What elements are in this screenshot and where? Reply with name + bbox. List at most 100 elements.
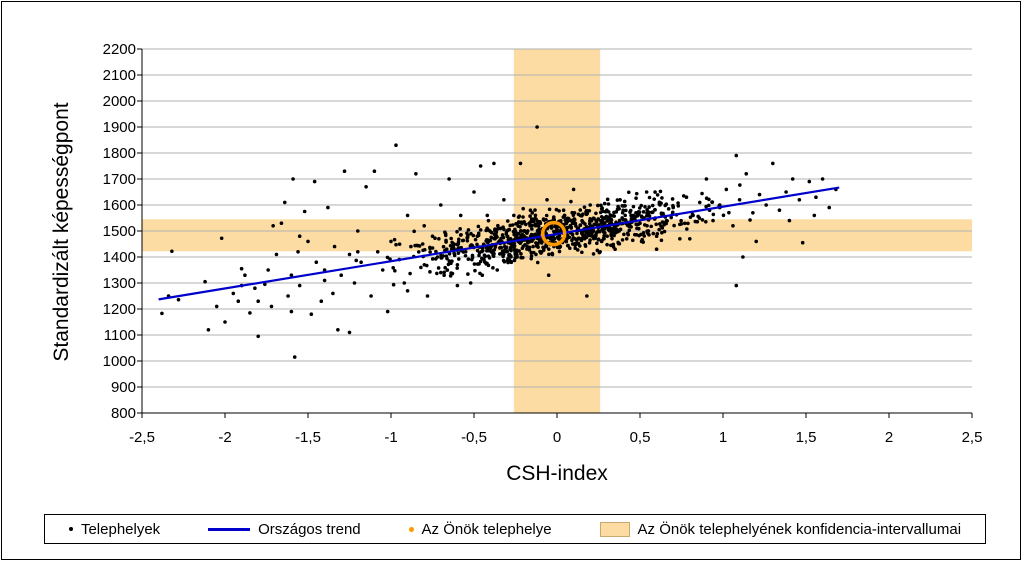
data-point bbox=[527, 221, 532, 226]
data-point bbox=[309, 312, 314, 317]
data-point bbox=[590, 230, 595, 234]
data-point bbox=[443, 265, 447, 270]
data-point bbox=[642, 234, 646, 238]
data-point bbox=[271, 224, 275, 228]
scatter-chart: -2,5 -2 -1,5 -1 -0,5 0 0,5 1 1,5 2 2,5 800 900 1000 1… bbox=[50, 41, 982, 485]
data-point bbox=[616, 204, 620, 209]
data-point bbox=[405, 289, 410, 293]
legend-label: Az Önök telephelyének konfidencia-interv… bbox=[637, 520, 962, 538]
data-point bbox=[302, 209, 307, 214]
data-point bbox=[635, 222, 640, 227]
data-point bbox=[437, 237, 441, 241]
data-point bbox=[562, 215, 567, 219]
data-point bbox=[647, 195, 652, 200]
data-point bbox=[263, 282, 267, 287]
y-tick-label: 900 bbox=[111, 379, 136, 396]
data-point bbox=[697, 216, 702, 220]
data-point bbox=[679, 218, 683, 223]
data-point bbox=[436, 266, 441, 270]
data-point bbox=[443, 233, 448, 238]
data-point bbox=[364, 185, 368, 189]
data-point bbox=[461, 238, 466, 243]
data-point bbox=[444, 247, 449, 251]
data-point bbox=[634, 191, 639, 196]
data-point bbox=[256, 334, 260, 339]
data-point bbox=[160, 311, 164, 316]
legend-band-swatch bbox=[599, 521, 630, 537]
data-point bbox=[583, 235, 588, 240]
data-point bbox=[565, 225, 570, 230]
data-point bbox=[570, 238, 574, 243]
y-tick-label: 2200 bbox=[103, 41, 136, 58]
data-point bbox=[486, 238, 490, 242]
data-point bbox=[697, 200, 702, 205]
data-point bbox=[575, 231, 579, 236]
own-site bbox=[540, 220, 567, 247]
data-point bbox=[475, 262, 480, 266]
data-point bbox=[455, 283, 460, 288]
data-point bbox=[528, 214, 532, 218]
data-point bbox=[700, 218, 705, 222]
data-point bbox=[499, 236, 503, 241]
data-point bbox=[466, 272, 470, 276]
data-point bbox=[332, 244, 337, 249]
data-point bbox=[764, 203, 768, 207]
x-axis-title: CSH-index bbox=[506, 462, 608, 485]
data-point bbox=[606, 210, 611, 214]
data-point bbox=[533, 224, 538, 228]
data-point bbox=[617, 229, 621, 233]
data-point bbox=[547, 207, 552, 212]
data-point bbox=[297, 234, 302, 238]
data-point bbox=[676, 201, 680, 205]
data-point bbox=[347, 252, 352, 257]
data-point bbox=[777, 208, 782, 212]
data-point bbox=[690, 212, 695, 217]
data-point bbox=[347, 330, 352, 335]
data-point bbox=[405, 213, 410, 218]
data-point bbox=[592, 222, 596, 227]
data-point bbox=[478, 271, 482, 276]
data-point bbox=[457, 237, 461, 242]
data-point bbox=[509, 248, 513, 253]
data-point bbox=[472, 190, 476, 194]
data-point bbox=[256, 299, 260, 304]
data-point bbox=[420, 242, 425, 246]
legend-item-telephelyek: Telephelyek bbox=[68, 521, 160, 538]
data-point bbox=[579, 214, 584, 218]
data-point bbox=[579, 231, 584, 235]
data-point bbox=[435, 271, 439, 276]
data-point bbox=[622, 199, 627, 204]
data-point bbox=[385, 309, 390, 314]
data-point bbox=[289, 273, 294, 278]
data-point bbox=[564, 239, 569, 244]
data-point bbox=[475, 242, 479, 247]
data-point bbox=[326, 205, 330, 210]
axes bbox=[137, 48, 973, 418]
data-point bbox=[528, 208, 533, 212]
x-tick-label: 0,5 bbox=[630, 429, 651, 446]
data-point bbox=[659, 211, 664, 215]
data-point bbox=[541, 248, 546, 253]
data-point bbox=[557, 233, 562, 238]
data-point bbox=[546, 273, 551, 278]
data-point bbox=[634, 196, 638, 200]
data-point bbox=[564, 221, 568, 226]
data-point bbox=[552, 236, 557, 241]
data-point bbox=[686, 221, 690, 226]
data-point bbox=[448, 243, 453, 248]
data-point bbox=[620, 216, 624, 220]
data-point bbox=[493, 236, 497, 241]
data-point bbox=[516, 224, 521, 228]
data-point bbox=[700, 191, 704, 196]
data-point bbox=[563, 218, 568, 222]
data-point bbox=[737, 198, 742, 202]
data-point bbox=[827, 205, 832, 210]
data-point bbox=[342, 169, 347, 173]
data-point bbox=[647, 205, 651, 209]
data-point bbox=[784, 190, 788, 194]
data-point bbox=[282, 200, 287, 205]
y-tick-label: 1500 bbox=[103, 223, 136, 240]
data-point bbox=[711, 212, 716, 217]
y-tick-label: 1800 bbox=[103, 145, 136, 162]
